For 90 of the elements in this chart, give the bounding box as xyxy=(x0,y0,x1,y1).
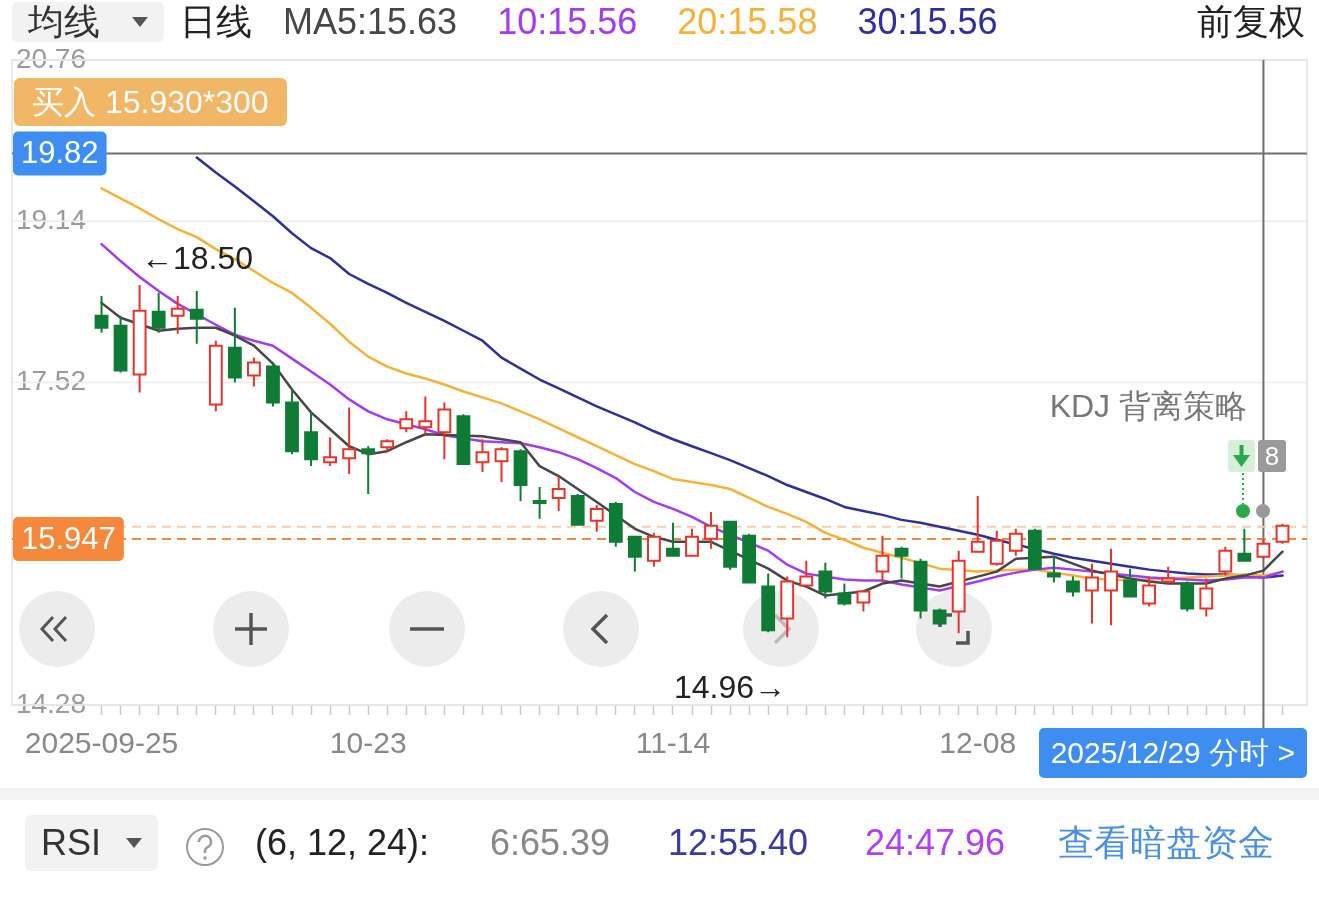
annotation: KDJ 背离策略 xyxy=(1049,387,1247,426)
candlestick xyxy=(570,492,585,527)
text: 查看暗盘资金 xyxy=(1058,821,1274,865)
candlestick xyxy=(742,532,757,585)
x-tick-label: 11-14 xyxy=(635,726,711,760)
candlestick xyxy=(627,534,642,573)
candlestick xyxy=(894,545,909,580)
candlestick xyxy=(189,289,204,345)
candlestick xyxy=(589,503,604,533)
dropdown: RSI xyxy=(25,815,158,871)
candlestick xyxy=(151,291,166,334)
candlestick xyxy=(989,529,1004,567)
annotation: 买入 15.930*300 xyxy=(14,78,287,126)
candlestick xyxy=(227,306,242,384)
candlestick xyxy=(875,534,890,583)
candlestick xyxy=(685,527,699,558)
candlestick xyxy=(361,445,376,495)
candlestick xyxy=(266,362,280,408)
candlestick xyxy=(532,486,547,520)
candlestick xyxy=(704,510,718,550)
candlestick xyxy=(1047,554,1061,584)
annotation: 14.96→ xyxy=(673,669,786,705)
candlestick xyxy=(132,283,147,394)
candlestick xyxy=(551,476,566,512)
candlestick xyxy=(1180,580,1195,613)
candlestick xyxy=(1275,522,1290,545)
ref-line-label: 15.947 xyxy=(21,520,116,556)
candlestick xyxy=(970,494,985,553)
candlestick xyxy=(761,572,776,634)
candlestick xyxy=(818,561,833,600)
candlestick xyxy=(1008,527,1023,557)
candlestick xyxy=(1237,527,1252,563)
text: 10:15.56 xyxy=(497,1,638,42)
candlestick xyxy=(837,582,852,607)
candlestick xyxy=(399,410,414,434)
candlestick xyxy=(1027,527,1042,571)
text: MA5:15.63 xyxy=(283,1,458,42)
annotation: 8 xyxy=(1258,440,1286,472)
candlestick xyxy=(799,559,814,588)
candlestick xyxy=(323,436,337,468)
candlestick xyxy=(647,531,661,568)
text: 24:47.96 xyxy=(865,821,1006,865)
text: 前复权 xyxy=(1197,1,1305,42)
candlestick xyxy=(494,446,509,484)
candlestick xyxy=(1085,562,1099,625)
text: 6:65.39 xyxy=(490,821,611,865)
candlestick xyxy=(1142,575,1157,608)
text: 日线 xyxy=(180,1,252,42)
candlestick xyxy=(913,557,928,620)
candlestick xyxy=(723,519,737,571)
ref-line-label: 19.82 xyxy=(21,135,99,171)
y-tick-label: 14.28 xyxy=(15,687,86,719)
text: 30:15.56 xyxy=(857,1,998,42)
candlestick xyxy=(247,356,261,388)
candlestick xyxy=(380,438,395,453)
x-tick-label: 2025-09-25 xyxy=(24,726,179,760)
candlestick xyxy=(418,395,433,436)
candlestick xyxy=(342,406,357,476)
candlestick xyxy=(1066,575,1080,598)
text: 20:15.58 xyxy=(677,1,818,42)
candlestick xyxy=(456,413,471,467)
candlestick xyxy=(1199,577,1214,618)
candlestick xyxy=(513,448,528,502)
candlestick xyxy=(94,294,109,334)
candlestick xyxy=(285,388,299,456)
candlestick xyxy=(1161,565,1176,585)
candlestick xyxy=(113,314,128,374)
text: 2025/12/29 分时 > xyxy=(1038,728,1307,778)
y-tick-label: 20.76 xyxy=(15,42,86,74)
x-tick-label: 10-23 xyxy=(329,726,407,760)
candlestick xyxy=(1218,545,1233,577)
y-tick-label: 17.52 xyxy=(15,365,86,397)
dropdown: 均线 xyxy=(12,2,164,42)
candlestick xyxy=(304,410,318,468)
candlestick xyxy=(437,401,452,461)
text: 12:55.40 xyxy=(668,821,809,865)
candlestick xyxy=(1123,567,1137,598)
candlestick xyxy=(608,500,623,548)
candlestick xyxy=(856,589,871,613)
candlestick xyxy=(666,521,680,557)
y-tick-label: 19.14 xyxy=(15,203,86,235)
text: (6, 12, 24): xyxy=(255,821,430,865)
candlestick xyxy=(208,339,223,413)
candlestick xyxy=(951,549,966,635)
candlestick xyxy=(170,294,185,335)
candlestick xyxy=(475,438,490,474)
candlestick xyxy=(1256,537,1271,560)
candlestick xyxy=(780,575,795,639)
candlestick xyxy=(1104,547,1118,627)
x-tick-label: 12-08 xyxy=(939,726,1017,760)
